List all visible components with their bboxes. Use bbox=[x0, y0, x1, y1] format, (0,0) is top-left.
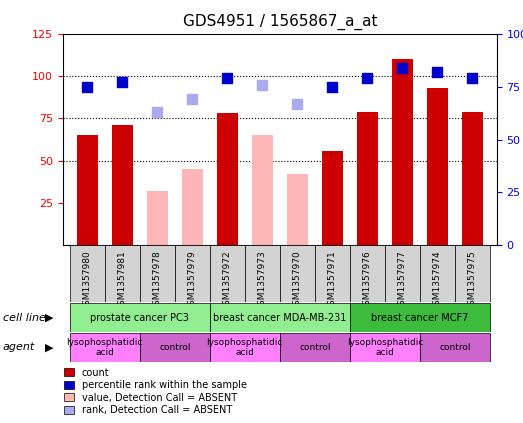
Text: control: control bbox=[159, 343, 190, 352]
Text: breast cancer MCF7: breast cancer MCF7 bbox=[371, 313, 469, 323]
Text: GSM1357978: GSM1357978 bbox=[153, 250, 162, 310]
Point bbox=[433, 69, 441, 75]
Point bbox=[83, 83, 92, 90]
Point bbox=[398, 64, 406, 71]
Text: lysophosphatidic
acid: lysophosphatidic acid bbox=[207, 338, 283, 357]
Point bbox=[328, 83, 336, 90]
Bar bbox=[392, 59, 413, 245]
Text: control: control bbox=[439, 343, 471, 352]
Point bbox=[153, 109, 162, 115]
Text: GSM1357976: GSM1357976 bbox=[363, 250, 372, 310]
Text: GSM1357971: GSM1357971 bbox=[328, 250, 337, 310]
Text: GSM1357981: GSM1357981 bbox=[118, 250, 127, 310]
Bar bbox=[210, 245, 245, 302]
Text: ▶: ▶ bbox=[46, 342, 54, 352]
Text: control: control bbox=[299, 343, 331, 352]
Bar bbox=[210, 333, 280, 362]
Bar bbox=[112, 125, 133, 245]
Bar bbox=[350, 245, 385, 302]
Bar bbox=[70, 245, 105, 302]
Bar bbox=[315, 245, 350, 302]
Point bbox=[258, 81, 267, 88]
Title: GDS4951 / 1565867_a_at: GDS4951 / 1565867_a_at bbox=[183, 14, 377, 30]
Text: prostate cancer PC3: prostate cancer PC3 bbox=[90, 313, 189, 323]
Text: GSM1357970: GSM1357970 bbox=[293, 250, 302, 310]
Bar bbox=[105, 245, 140, 302]
Text: GSM1357975: GSM1357975 bbox=[468, 250, 477, 310]
Text: cell line: cell line bbox=[3, 313, 46, 323]
Point bbox=[468, 75, 476, 82]
Bar bbox=[462, 112, 483, 245]
Bar bbox=[350, 303, 490, 332]
Point bbox=[293, 100, 301, 107]
Bar bbox=[427, 88, 448, 245]
Bar bbox=[140, 333, 210, 362]
Text: GSM1357980: GSM1357980 bbox=[83, 250, 92, 310]
Text: lysophosphatidic
acid: lysophosphatidic acid bbox=[66, 338, 143, 357]
Bar bbox=[420, 333, 490, 362]
Bar bbox=[140, 245, 175, 302]
Bar bbox=[77, 135, 98, 245]
Bar bbox=[280, 245, 315, 302]
Text: GSM1357979: GSM1357979 bbox=[188, 250, 197, 310]
Bar bbox=[182, 169, 203, 245]
Bar bbox=[287, 174, 308, 245]
Point bbox=[118, 79, 127, 86]
Bar bbox=[357, 112, 378, 245]
Text: GSM1357977: GSM1357977 bbox=[398, 250, 407, 310]
Text: GSM1357974: GSM1357974 bbox=[433, 250, 442, 310]
Text: ▶: ▶ bbox=[46, 313, 54, 323]
Bar bbox=[350, 333, 420, 362]
Text: agent: agent bbox=[3, 342, 35, 352]
Text: GSM1357972: GSM1357972 bbox=[223, 250, 232, 310]
Bar bbox=[210, 303, 350, 332]
Bar bbox=[322, 151, 343, 245]
Bar bbox=[455, 245, 490, 302]
Point bbox=[363, 75, 371, 82]
Bar bbox=[420, 245, 455, 302]
Text: GSM1357973: GSM1357973 bbox=[258, 250, 267, 310]
Bar bbox=[70, 333, 140, 362]
Bar bbox=[217, 113, 238, 245]
Bar bbox=[147, 191, 168, 245]
Text: lysophosphatidic
acid: lysophosphatidic acid bbox=[347, 338, 423, 357]
Legend: count, percentile rank within the sample, value, Detection Call = ABSENT, rank, : count, percentile rank within the sample… bbox=[62, 366, 249, 417]
Bar bbox=[252, 135, 273, 245]
Text: breast cancer MDA-MB-231: breast cancer MDA-MB-231 bbox=[213, 313, 347, 323]
Point bbox=[188, 96, 197, 103]
Bar bbox=[385, 245, 420, 302]
Bar bbox=[70, 303, 210, 332]
Bar bbox=[280, 333, 350, 362]
Point bbox=[223, 75, 232, 82]
Bar bbox=[175, 245, 210, 302]
Bar bbox=[245, 245, 280, 302]
